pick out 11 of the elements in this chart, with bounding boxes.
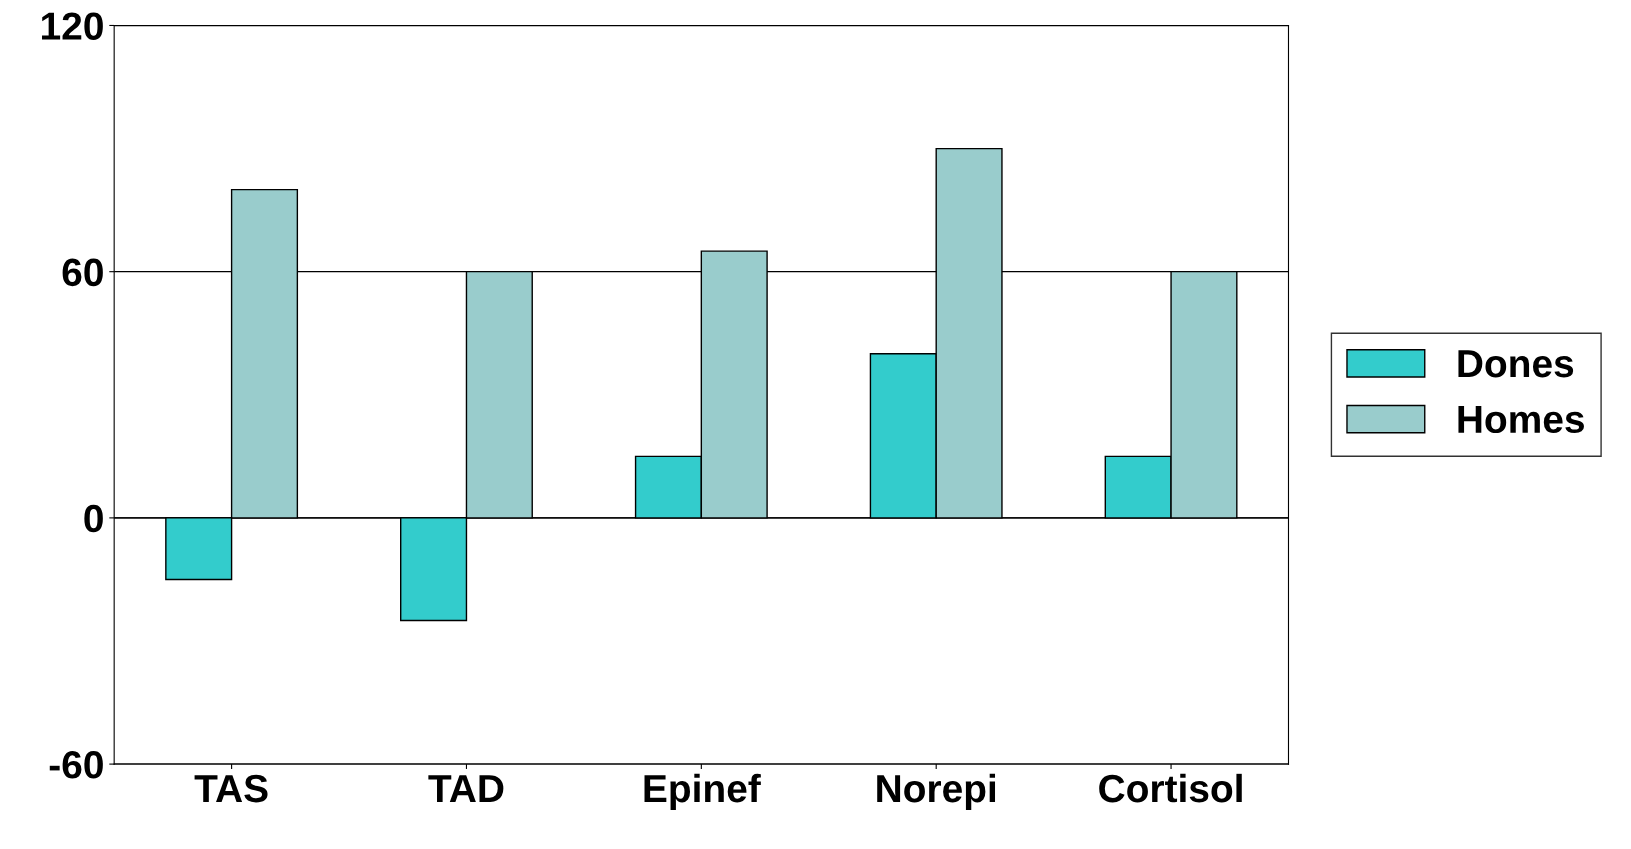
y-tick-label: 120	[42, 12, 103, 40]
y-tick-label: 0	[84, 504, 103, 533]
y-tick-label: 60	[62, 258, 103, 287]
x-tick-label: Norepi	[877, 773, 996, 811]
x-tick-label: Epinef	[644, 773, 761, 811]
x-tick-label: Cortisol	[1099, 773, 1242, 803]
legend-label: Dones	[1458, 350, 1574, 378]
x-tick-label: TAD	[428, 775, 504, 802]
legend-label: Homes	[1458, 405, 1584, 434]
y-tick-label: -60	[49, 751, 103, 779]
x-tick-label: TAS	[194, 774, 268, 803]
